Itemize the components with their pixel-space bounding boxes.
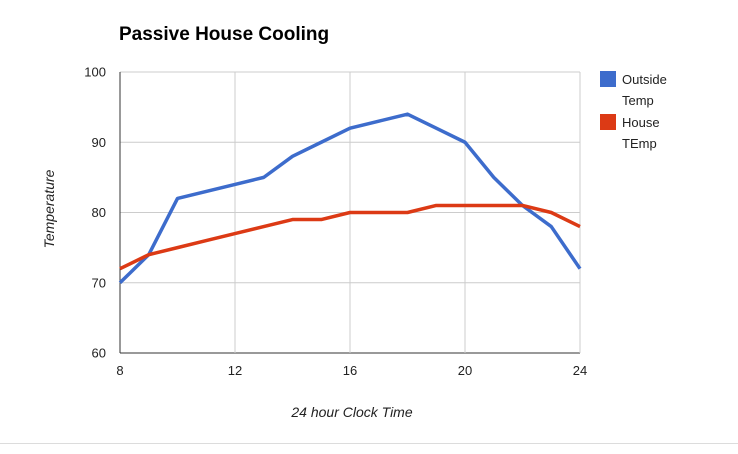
y-axis-title: Temperature [41,169,57,249]
x-tick-label: 8 [116,363,123,378]
x-axis-title: 24 hour Clock Time [291,404,413,420]
y-tick-label: 90 [92,135,106,150]
legend-item-house-temp: House TEmp [600,112,704,154]
x-tick-label: 16 [343,363,357,378]
legend-label-house-temp: House TEmp [622,115,660,151]
legend-swatch-outside-temp [600,71,616,87]
series-line-1 [119,203,581,271]
legend-swatch-house-temp [600,114,616,130]
x-tick-label: 24 [573,363,587,378]
y-tick-label: 60 [92,346,106,361]
legend-label-outside-temp: Outside Temp [622,72,667,108]
chart-title: Passive House Cooling [119,24,330,45]
legend: Outside Temp House TEmp [600,69,704,154]
bottom-divider [0,443,738,444]
x-tick-label: 12 [228,363,242,378]
y-tick-label: 100 [84,65,106,80]
y-tick-label: 70 [92,275,106,290]
legend-item-outside-temp: Outside Temp [600,69,704,111]
x-tick-label: 20 [458,363,472,378]
series-line-0 [118,112,582,285]
y-tick-label: 80 [92,205,106,220]
